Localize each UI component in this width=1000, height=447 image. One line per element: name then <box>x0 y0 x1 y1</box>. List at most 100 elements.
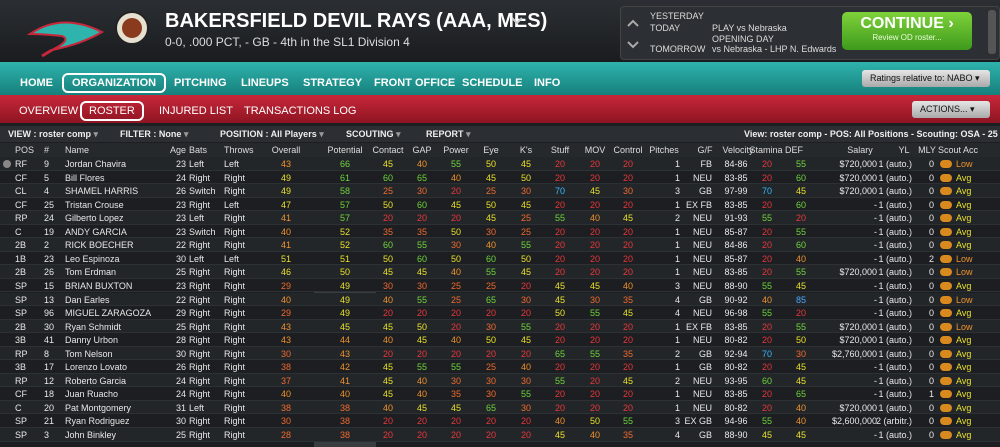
table-cell: 55 <box>416 240 427 251</box>
table-row[interactable] <box>0 400 1000 415</box>
column-header[interactable]: YL <box>898 145 910 155</box>
table-row[interactable] <box>0 251 1000 266</box>
column-header[interactable]: MLY <box>918 145 936 155</box>
table-cell: 25 <box>485 362 496 373</box>
row-selector[interactable] <box>3 160 11 168</box>
column-header[interactable]: Name <box>65 145 90 155</box>
column-header[interactable]: Pitches <box>649 145 679 155</box>
column-header[interactable]: Bats <box>189 145 208 155</box>
table-cell: 4 <box>44 186 50 197</box>
column-header[interactable]: Stamina <box>749 145 783 155</box>
table-cell: Low <box>956 159 973 169</box>
table-cell: RP <box>15 375 28 386</box>
table-cell: 30 <box>175 348 186 359</box>
nav-item[interactable]: ORGANIZATION <box>62 73 167 93</box>
filter-dropdown[interactable]: SCOUTING ▾ <box>346 129 401 139</box>
table-cell: 49 <box>339 308 350 319</box>
table-row[interactable] <box>0 184 1000 198</box>
column-header[interactable]: DEF <box>785 145 803 155</box>
filter-dropdown[interactable]: REPORT ▾ <box>426 129 471 139</box>
filter-dropdown[interactable]: POSITION : All Players ▾ <box>220 129 324 139</box>
table-cell: Right <box>224 375 246 386</box>
table-row[interactable] <box>0 333 1000 347</box>
table-cell: NEU <box>692 226 712 237</box>
nav-item[interactable]: STRATEGY <box>303 77 363 89</box>
table-row[interactable] <box>0 360 1000 374</box>
table-cell: 1 (auto.) <box>878 240 912 251</box>
nav-item[interactable]: SCHEDULE <box>462 77 523 89</box>
table-row[interactable] <box>0 306 1000 320</box>
scout-icon <box>940 403 952 412</box>
team-dropdown[interactable] <box>510 14 524 28</box>
table-row[interactable] <box>0 414 1000 428</box>
table-cell: Right <box>224 348 246 359</box>
table-row[interactable] <box>0 428 1000 442</box>
table-cell: 40 <box>761 294 772 305</box>
column-header[interactable]: Contact <box>372 145 404 155</box>
column-header[interactable]: Eye <box>483 145 499 155</box>
filter-dropdown[interactable]: VIEW : roster comp ▾ <box>8 129 99 139</box>
table-cell: EX FB <box>685 321 712 332</box>
table-row[interactable] <box>0 197 1000 212</box>
column-header[interactable]: Overall <box>271 145 301 155</box>
nav-item[interactable]: INFO <box>534 77 561 89</box>
column-header[interactable]: Salary <box>847 145 873 155</box>
table-cell: 92-94 <box>724 348 748 359</box>
table-row[interactable] <box>0 265 1000 279</box>
table-row[interactable] <box>0 346 1000 361</box>
actions-button[interactable]: ACTIONS... ▾ <box>912 101 990 118</box>
column-header[interactable]: POS <box>15 145 35 155</box>
table-row[interactable] <box>0 319 1000 334</box>
table-row[interactable] <box>0 224 1000 239</box>
table-cell: 0 <box>928 159 934 169</box>
table-row[interactable] <box>0 387 1000 401</box>
continue-button[interactable]: CONTINUE › Review OD roster... <box>842 12 972 50</box>
table-cell: 20 <box>761 172 772 183</box>
column-header[interactable]: Scout Acc <box>937 145 979 155</box>
table-cell: 1 (auto.) <box>878 430 912 440</box>
table-row[interactable] <box>0 170 1000 185</box>
table-cell: 2B <box>15 321 27 332</box>
table-cell: 45 <box>382 375 393 386</box>
nav-item[interactable]: PITCHING <box>174 77 227 89</box>
table-cell: SHAMEL HARRIS <box>65 186 139 197</box>
column-header[interactable]: # <box>44 145 50 155</box>
ratings-select[interactable]: Ratings relative to: NABO ▾ <box>862 70 990 87</box>
table-row[interactable] <box>0 278 1000 293</box>
table-cell: 20 <box>622 335 633 346</box>
subnav-item[interactable]: OVERVIEW <box>19 105 79 117</box>
table-row[interactable] <box>0 238 1000 252</box>
column-header[interactable]: Power <box>443 145 469 155</box>
subnav-item[interactable]: ROSTER <box>80 101 144 121</box>
table-cell: 52 <box>339 226 350 237</box>
table-cell: Gilberto Lopez <box>65 213 124 224</box>
nav-item[interactable]: LINEUPS <box>241 77 289 89</box>
filter-dropdown[interactable]: FILTER : None ▾ <box>120 129 189 139</box>
column-header[interactable]: Velocity <box>722 145 754 155</box>
subnav-item[interactable]: INJURED LIST <box>159 105 233 117</box>
table-row[interactable] <box>0 157 1000 171</box>
table-cell: 60 <box>761 375 772 386</box>
nav-item[interactable]: HOME <box>20 77 53 89</box>
table-cell: 30 <box>520 294 531 305</box>
subnav-item[interactable]: TRANSACTIONS LOG <box>244 105 357 117</box>
table-cell: GB <box>698 362 712 373</box>
table-row[interactable] <box>0 373 1000 388</box>
column-header[interactable]: MOV <box>584 145 606 155</box>
column-header[interactable]: Control <box>613 145 643 155</box>
column-header[interactable]: Age <box>169 145 186 155</box>
schedule-arrows[interactable] <box>626 18 640 50</box>
column-header[interactable]: Throws <box>224 145 254 155</box>
table-row[interactable] <box>0 211 1000 225</box>
table-cell: NEU <box>692 402 712 413</box>
column-header[interactable]: GAP <box>412 145 432 155</box>
column-header[interactable]: Stuff <box>550 145 570 155</box>
column-header[interactable]: G/F <box>697 145 713 155</box>
column-header[interactable]: K's <box>519 145 533 155</box>
table-cell: 0 <box>928 172 934 183</box>
table-cell: 35 <box>382 226 393 237</box>
table-row[interactable] <box>0 292 1000 307</box>
column-header[interactable]: Potential <box>327 145 363 155</box>
table-cell: 8 <box>44 348 50 359</box>
nav-item[interactable]: FRONT OFFICE <box>374 77 456 89</box>
